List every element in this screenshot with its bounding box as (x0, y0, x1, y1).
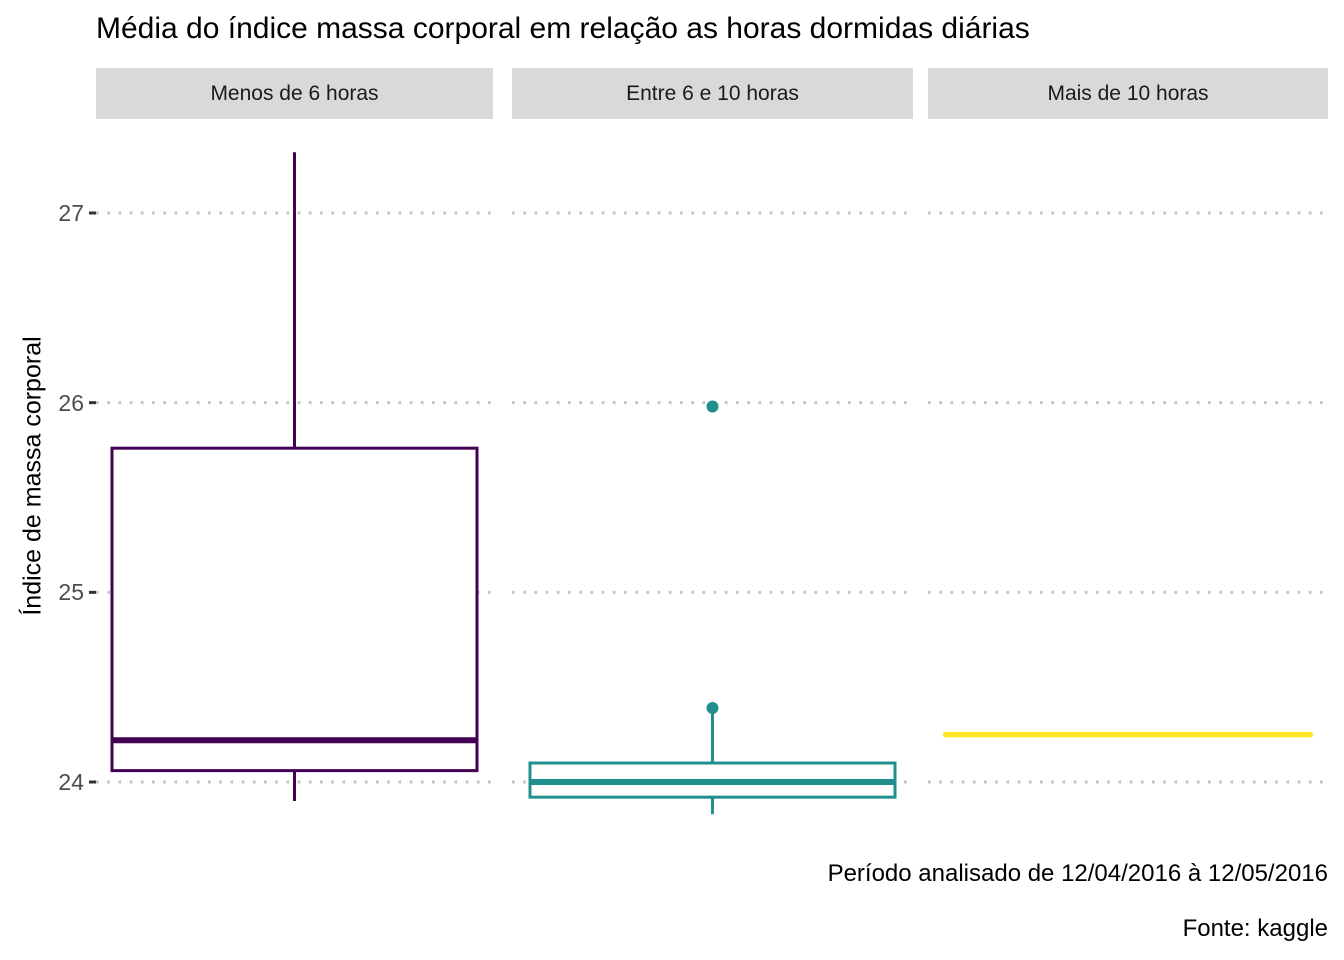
caption-source: Fonte: kaggle (1182, 915, 1328, 942)
y-tick-label: 27 (58, 199, 84, 226)
y-tick-label: 24 (58, 769, 84, 795)
facet-strip-mais-de-10-horas: Mais de 10 horas (928, 68, 1328, 119)
box (110, 446, 479, 773)
chart-title: Média do índice massa corporal em relaçã… (96, 12, 1030, 45)
facet-strip-menos-de-6-horas: Menos de 6 horas (96, 68, 493, 119)
facet-strip-entre-6-e-10-horas: Entre 6 e 10 horas (512, 68, 913, 119)
facet-strip-label: Mais de 10 horas (1047, 81, 1209, 105)
caption-period: Período analisado de 12/04/2016 à 12/05/… (827, 860, 1328, 887)
facet-strip-label: Menos de 6 horas (210, 81, 379, 105)
facet-strip-label: Entre 6 e 10 horas (626, 81, 799, 105)
outlier-point (706, 702, 719, 715)
y-tick-label: 26 (58, 389, 84, 416)
y-tick-label: 25 (58, 579, 84, 606)
outlier-point (706, 400, 719, 413)
